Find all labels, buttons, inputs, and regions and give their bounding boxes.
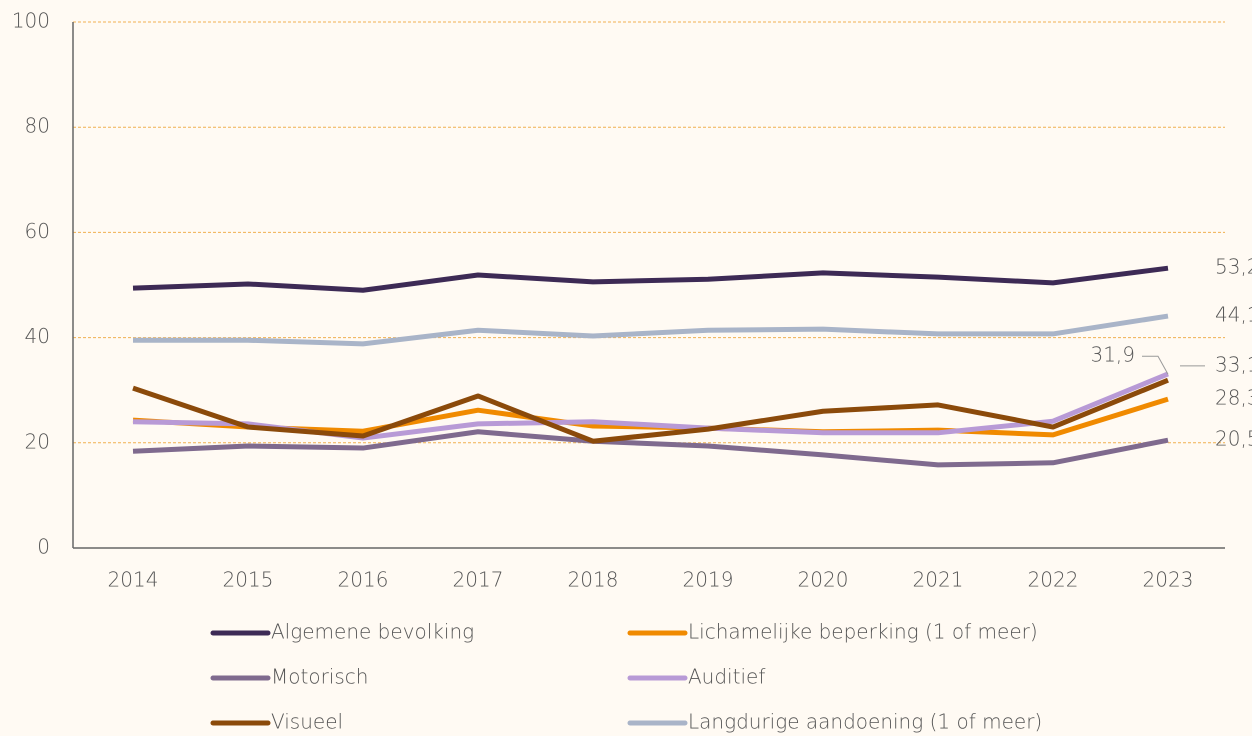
y-tick-label: 40 [25, 324, 50, 348]
x-tick-label: 2023 [1143, 568, 1194, 592]
series-line [132, 265, 1169, 293]
leader-line [1142, 355, 1169, 375]
x-tick-label: 2022 [1028, 568, 1079, 592]
y-tick-label: 100 [12, 9, 50, 33]
legend-label: Langdurige aandoening (1 of meer) [688, 710, 1042, 734]
legend-label: Algemene bevolking [271, 620, 474, 644]
legend-label: Auditief [688, 665, 765, 689]
y-tick-label: 60 [25, 219, 50, 243]
series-line [133, 313, 1169, 347]
y-tick-label: 80 [25, 114, 50, 138]
y-tick-label: 20 [25, 429, 50, 453]
legend-label: Motorisch [271, 665, 368, 689]
data-label: 53,2 [1215, 255, 1252, 279]
y-tick-label: 0 [37, 535, 50, 559]
x-tick-label: 2017 [453, 568, 504, 592]
data-label: 33,1 [1215, 352, 1252, 376]
x-tick-label: 2019 [683, 568, 734, 592]
data-label: 44,1 [1215, 303, 1252, 327]
data-label: 28,3 [1215, 386, 1252, 410]
legend-label: Visueel [271, 710, 343, 734]
x-tick-label: 2018 [568, 568, 619, 592]
legend-label: Lichamelijke beperking (1 of meer) [688, 620, 1038, 644]
x-tick-label: 2020 [798, 568, 849, 592]
series-line [132, 429, 1169, 468]
data-label: 20,5 [1215, 427, 1252, 451]
x-tick-label: 2015 [223, 568, 274, 592]
data-label: 31,9 [1090, 343, 1135, 367]
x-tick-label: 2016 [338, 568, 389, 592]
x-tick-label: 2021 [913, 568, 964, 592]
x-tick-label: 2014 [108, 568, 159, 592]
series-line [132, 377, 1169, 444]
